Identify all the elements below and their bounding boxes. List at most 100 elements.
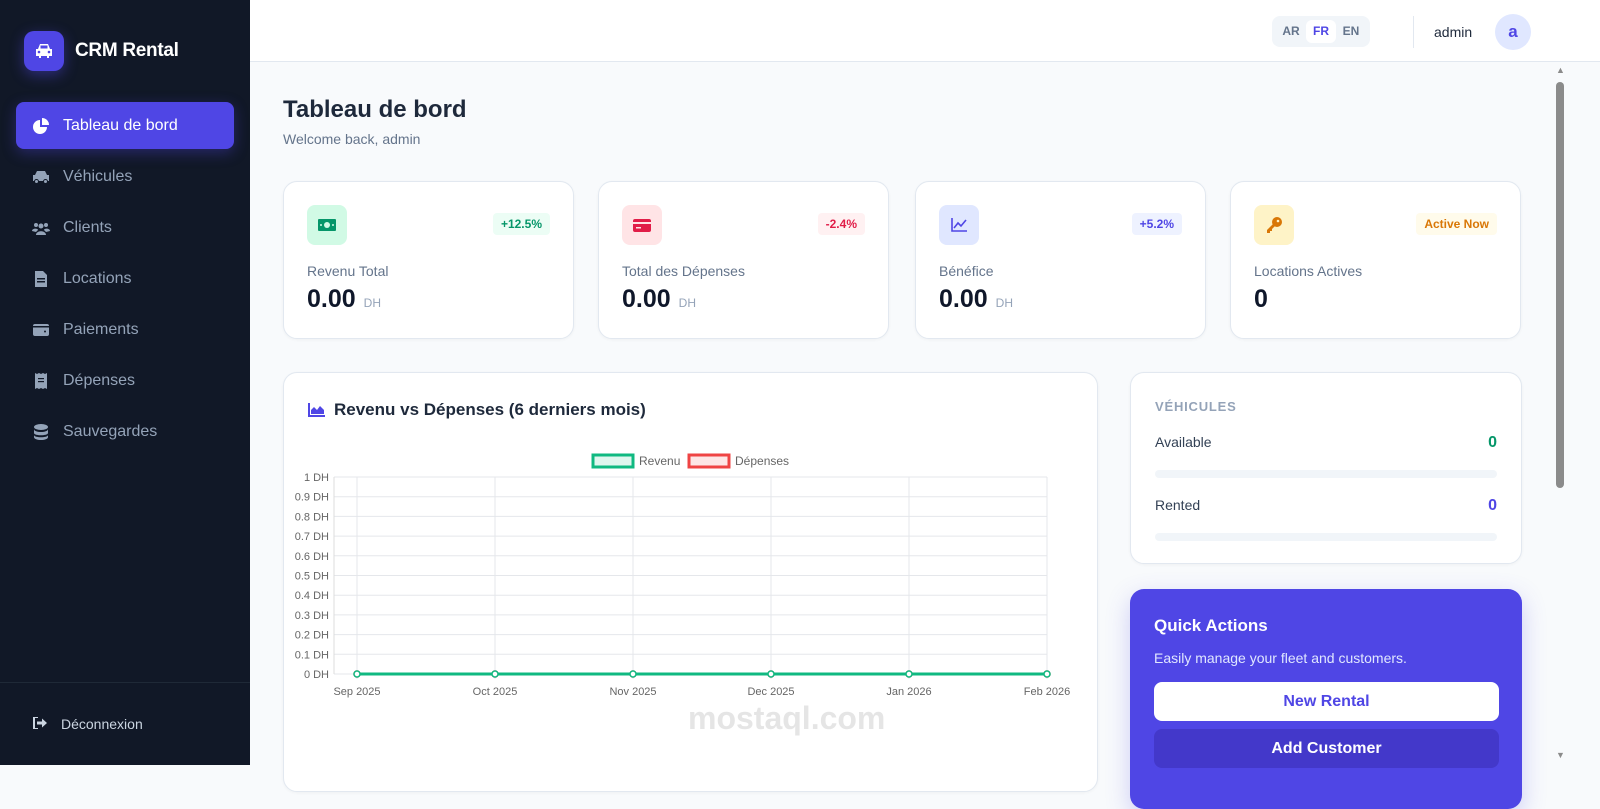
quick-actions-description: Easily manage your fleet and customers. xyxy=(1154,650,1407,666)
stat-value: 0.00 xyxy=(622,285,671,313)
stat-value: 0 xyxy=(1254,285,1268,313)
sidebar-item-label: Clients xyxy=(63,218,112,236)
chart-pie-icon xyxy=(32,117,50,135)
stat-label: Bénéfice xyxy=(939,263,994,279)
y-tick-label: 0.1 DH xyxy=(295,649,329,661)
y-tick-label: 0.3 DH xyxy=(295,610,329,622)
lang-fr-button[interactable]: FR xyxy=(1306,20,1336,43)
header-divider xyxy=(1413,16,1414,48)
wallet-icon xyxy=(32,321,50,339)
trend-badge: -2.4% xyxy=(817,213,865,235)
stat-value-wrap: 0 xyxy=(1254,285,1268,314)
available-progress-bar xyxy=(1155,470,1497,478)
car-icon xyxy=(32,168,50,186)
credit-card-icon xyxy=(622,205,662,245)
page-subtitle: Welcome back, admin xyxy=(283,131,421,147)
stat-card: +12.5% Revenu Total 0.00 DH xyxy=(283,181,574,339)
data-point xyxy=(905,670,913,678)
stat-card: -2.4% Total des Dépenses 0.00 DH xyxy=(598,181,889,339)
new-rental-button[interactable]: New Rental xyxy=(1154,682,1499,721)
lang-en-button[interactable]: EN xyxy=(1342,24,1360,38)
sidebar-item-label: Paiements xyxy=(63,320,139,338)
vehicles-status-card: VÉHICULES Available 0 Rented 0 xyxy=(1130,372,1522,564)
stat-unit: DH xyxy=(995,296,1014,310)
scrollbar-thumb[interactable] xyxy=(1556,82,1564,488)
x-tick-label: Jan 2026 xyxy=(886,686,931,698)
data-point xyxy=(1043,670,1051,678)
sidebar-item-locations[interactable]: Locations xyxy=(16,255,234,302)
legend-label: Revenu xyxy=(639,454,680,468)
sidebar-item-payments[interactable]: Paiements xyxy=(16,306,234,353)
sidebar-item-clients[interactable]: Clients xyxy=(16,204,234,251)
receipt-icon xyxy=(32,372,50,390)
scrollbar[interactable]: ▲ ▼ xyxy=(1552,62,1568,765)
brand-name: CRM Rental xyxy=(75,40,179,61)
y-tick-label: 0.2 DH xyxy=(295,630,329,642)
username: admin xyxy=(1434,24,1473,40)
stat-card: Active Now Locations Actives 0 xyxy=(1230,181,1521,339)
data-point xyxy=(629,670,637,678)
revenue-expenses-chart-card: Revenu vs Dépenses (6 derniers mois) xyxy=(283,372,1098,792)
legend-swatch xyxy=(591,453,635,469)
logout-label: Déconnexion xyxy=(61,716,143,732)
data-point xyxy=(491,670,499,678)
sidebar-item-dashboard[interactable]: Tableau de bord xyxy=(16,102,234,149)
rented-row: Rented 0 xyxy=(1155,497,1497,515)
users-icon xyxy=(32,219,50,237)
stat-unit: DH xyxy=(678,296,697,310)
x-tick-label: Oct 2025 xyxy=(473,686,518,698)
sign-out-icon xyxy=(33,716,47,732)
y-tick-label: 0.8 DH xyxy=(295,511,329,523)
language-switcher: AR FR EN xyxy=(1272,16,1370,47)
stat-value-wrap: 0.00 DH xyxy=(622,285,696,314)
key-icon xyxy=(1254,205,1294,245)
chart-card-header: Revenu vs Dépenses (6 derniers mois) xyxy=(308,400,646,420)
chart-line-icon xyxy=(939,205,979,245)
sidebar-item-backups[interactable]: Sauvegardes xyxy=(16,408,234,455)
avatar[interactable]: a xyxy=(1495,14,1531,50)
stat-value-wrap: 0.00 DH xyxy=(939,285,1013,314)
y-tick-label: 0.7 DH xyxy=(295,531,329,543)
scroll-down-arrow-icon[interactable]: ▼ xyxy=(1556,750,1565,760)
scroll-up-arrow-icon[interactable]: ▲ xyxy=(1556,65,1565,75)
sidebar-item-label: Sauvegardes xyxy=(63,422,158,440)
sidebar-item-label: Tableau de bord xyxy=(63,116,178,134)
available-label: Available xyxy=(1155,434,1212,450)
trend-badge: Active Now xyxy=(1416,213,1497,235)
y-tick-label: 1 DH xyxy=(304,472,329,484)
legend-label: Dépenses xyxy=(735,454,789,468)
x-tick-label: Sep 2025 xyxy=(333,686,380,698)
sidebar-item-expenses[interactable]: Dépenses xyxy=(16,357,234,404)
rented-label: Rented xyxy=(1155,497,1201,513)
stat-label: Locations Actives xyxy=(1254,263,1363,279)
available-count: 0 xyxy=(1488,434,1497,451)
car-icon xyxy=(36,44,52,58)
rented-count: 0 xyxy=(1488,497,1497,514)
add-customer-button[interactable]: Add Customer xyxy=(1154,729,1499,768)
logout-button[interactable]: Déconnexion xyxy=(0,682,250,765)
file-contract-icon xyxy=(32,270,50,288)
x-tick-label: Nov 2025 xyxy=(609,686,656,698)
y-tick-label: 0.5 DH xyxy=(295,571,329,583)
y-tick-label: 0.4 DH xyxy=(295,590,329,602)
stat-value: 0.00 xyxy=(939,285,988,313)
stat-value: 0.00 xyxy=(307,285,356,313)
y-tick-label: 0.9 DH xyxy=(295,492,329,504)
sidebar: CRM Rental Tableau de bord Véhicules Cli… xyxy=(0,0,250,765)
sidebar-item-label: Locations xyxy=(63,269,132,287)
rented-progress-bar xyxy=(1155,533,1497,541)
line-chart: 0 DH 0.1 DH 0.2 DH 0.3 DH 0.4 DH 0.5 DH 0.6 DH… xyxy=(295,453,1070,698)
sidebar-nav: Tableau de bord Véhicules Clients Locati… xyxy=(16,102,234,459)
sidebar-item-vehicles[interactable]: Véhicules xyxy=(16,153,234,200)
stat-label: Total des Dépenses xyxy=(622,263,745,279)
top-header xyxy=(250,0,1600,62)
data-point xyxy=(767,670,775,678)
vehicles-heading: VÉHICULES xyxy=(1155,399,1237,414)
chart-area-icon xyxy=(308,403,325,417)
lang-ar-button[interactable]: AR xyxy=(1282,24,1300,38)
page-title: Tableau de bord xyxy=(283,96,467,123)
trend-badge: +5.2% xyxy=(1131,213,1182,235)
x-tick-label: Dec 2025 xyxy=(747,686,794,698)
chart-title: Revenu vs Dépenses (6 derniers mois) xyxy=(334,400,646,419)
y-tick-label: 0 DH xyxy=(304,669,329,681)
